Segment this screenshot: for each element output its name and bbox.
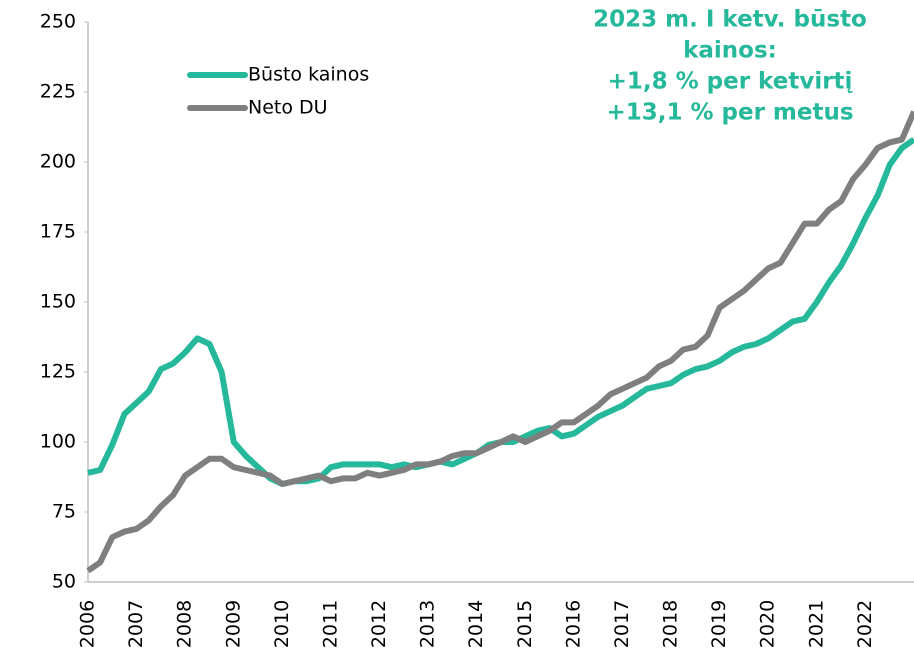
series-line	[87, 137, 914, 487]
y-tick-label: 150	[40, 291, 76, 313]
x-tick-label: 2018	[660, 600, 682, 648]
annotation: kainos:	[683, 38, 777, 64]
y-tick-label: 175	[40, 221, 76, 243]
annotation: 2023 m. I ketv. būsto	[593, 7, 867, 33]
x-tick-label: 2008	[174, 600, 196, 648]
x-tick-label: 2015	[514, 600, 536, 648]
x-tick-label: 2020	[757, 600, 779, 648]
y-tick-label: 50	[52, 571, 76, 593]
x-tick-label: 2011	[319, 600, 341, 648]
x-tick-label: 2012	[368, 600, 390, 648]
y-tick-label: 225	[40, 81, 76, 103]
x-tick-label: 2007	[125, 600, 147, 648]
annotation: +1,8 % per ketvirtį	[608, 69, 853, 95]
y-tick-label: 75	[52, 501, 76, 523]
y-tick-label: 100	[40, 431, 76, 453]
x-tick-label: 2019	[708, 600, 730, 648]
annotation: +13,1 % per metus	[606, 100, 853, 126]
y-tick-label: 250	[40, 11, 76, 33]
x-tick-label: 2017	[611, 600, 633, 648]
y-tick-label: 125	[40, 361, 76, 383]
y-tick-label: 200	[40, 151, 76, 173]
x-tick-label: 2006	[77, 600, 99, 648]
x-tick-label: 2009	[222, 600, 244, 648]
x-tick-label: 2010	[271, 600, 293, 648]
series-line	[86, 110, 914, 574]
x-tick-label: 2013	[417, 600, 439, 648]
x-tick-label: 2021	[805, 600, 827, 648]
legend-label: Neto DU	[248, 97, 328, 119]
x-tick-label: 2022	[854, 600, 876, 648]
legend-label: Būsto kainos	[248, 64, 369, 86]
x-tick-label: 2014	[465, 600, 487, 648]
x-tick-label: 2016	[562, 600, 584, 648]
